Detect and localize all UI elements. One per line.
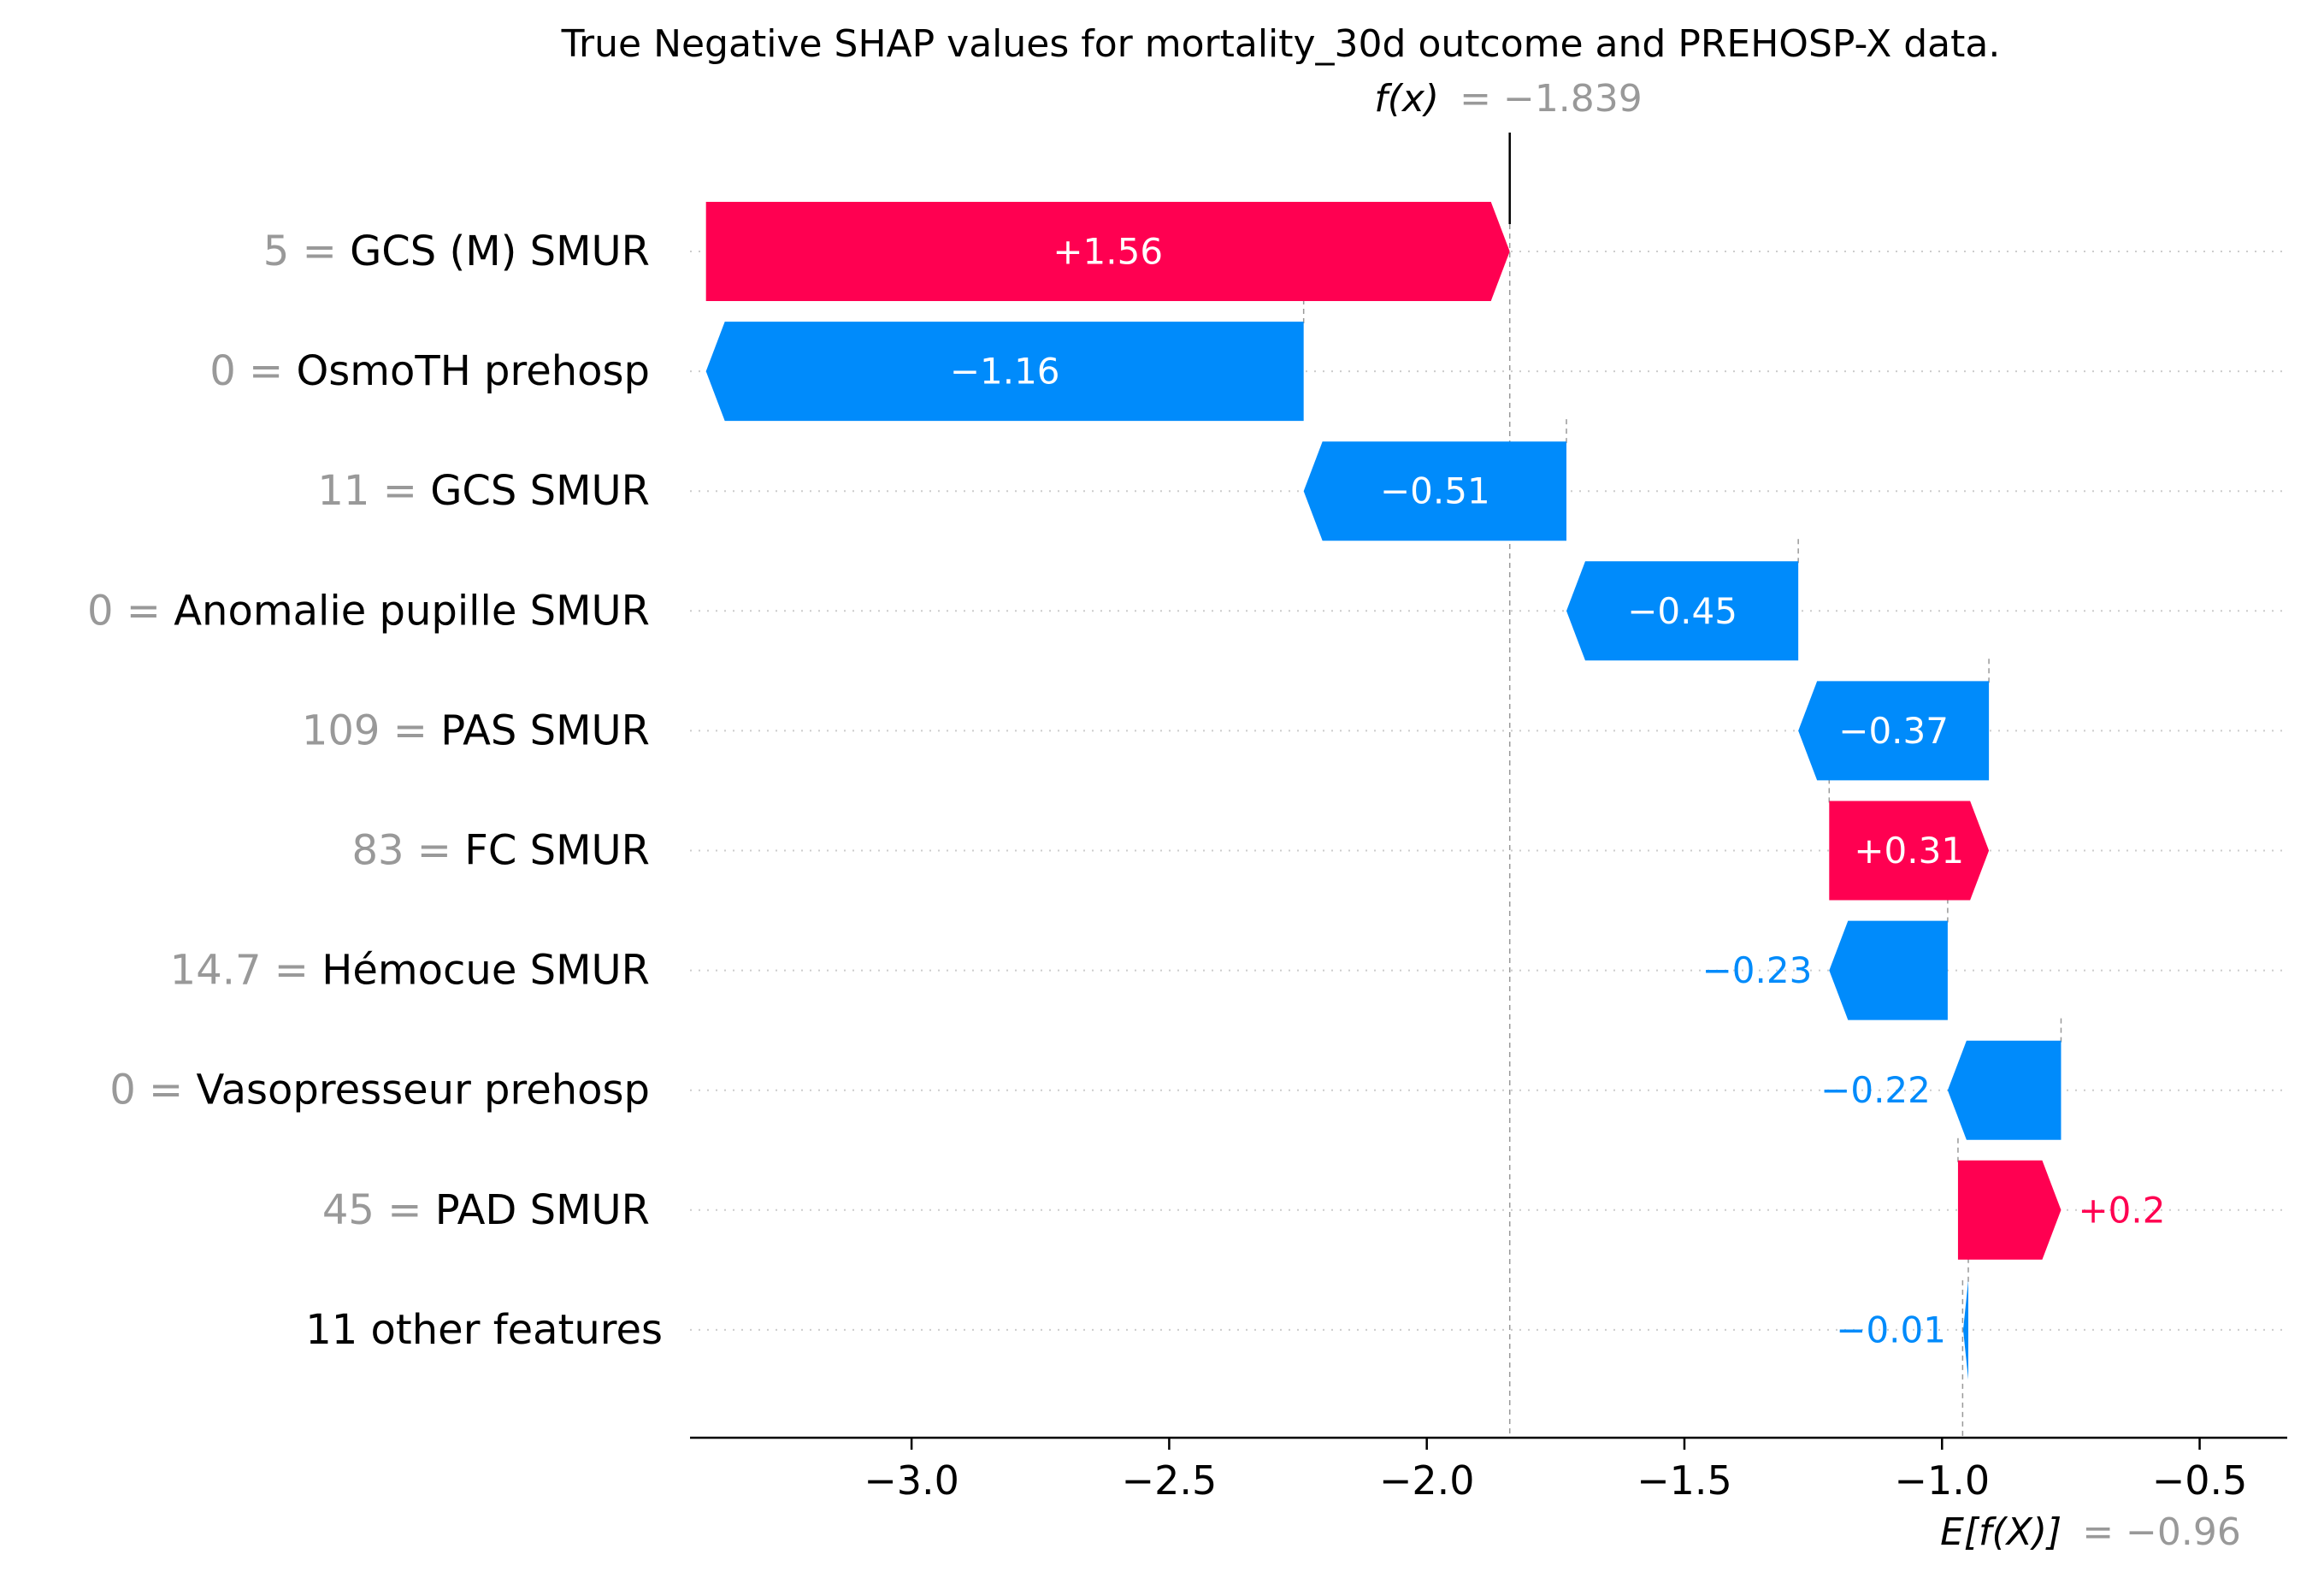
shap-value-label: −0.23 xyxy=(1702,949,1813,991)
x-tick-label: −3.0 xyxy=(864,1457,959,1504)
feature-name: GCS SMUR xyxy=(430,467,650,515)
feature-name: PAS SMUR xyxy=(440,706,650,754)
shap-value-label: −1.16 xyxy=(950,351,1060,393)
efx-annotation: E[f(X)] = −0.96 xyxy=(1940,1510,2241,1554)
feature-name: GCS (M) SMUR xyxy=(350,228,650,275)
feature-name: PAD SMUR xyxy=(435,1186,650,1234)
reference-lines xyxy=(1302,133,2062,1438)
feature-labels: 5 = GCS (M) SMUR 0 = OsmoTH prehosp 11 = G… xyxy=(87,228,663,1354)
feature-value: 0 = xyxy=(209,347,296,395)
feature-label: 109 = PAS SMUR xyxy=(302,706,650,754)
chart-title: True Negative SHAP values for mortality_… xyxy=(561,22,2001,66)
shap-value-label: −0.22 xyxy=(1820,1069,1931,1111)
shap-value-label: −0.37 xyxy=(1838,710,1949,752)
shap-value-label: +0.31 xyxy=(1854,830,1964,872)
shap-bar xyxy=(1829,920,1948,1020)
shap-value-label: +1.56 xyxy=(1053,231,1163,273)
shap-value-label: −0.51 xyxy=(1380,470,1490,512)
shap-bar xyxy=(705,202,1510,301)
shap-bar xyxy=(1957,1160,2062,1260)
x-tick-label: −2.0 xyxy=(1379,1457,1475,1504)
feature-name: 11 other features xyxy=(305,1306,663,1354)
feature-name: Anomalie pupille SMUR xyxy=(174,587,650,635)
feature-value: 14.7 = xyxy=(170,947,322,995)
efx-value: = −0.96 xyxy=(2082,1510,2241,1554)
feature-value: 11 = xyxy=(317,467,430,515)
fx-value: = −1.839 xyxy=(1460,77,1643,121)
feature-name: Vasopresseur prehosp xyxy=(197,1067,650,1114)
feature-name: Hémocue SMUR xyxy=(321,947,650,995)
x-tick-label: −0.5 xyxy=(2152,1457,2248,1504)
feature-value: 0 = xyxy=(109,1067,196,1114)
feature-value: 45 = xyxy=(322,1186,435,1234)
shap-bar xyxy=(1303,441,1566,541)
feature-value: 0 = xyxy=(87,587,174,635)
feature-label: 0 = OsmoTH prehosp xyxy=(209,347,650,395)
feature-label: 0 = Anomalie pupille SMUR xyxy=(87,587,650,635)
shap-value-label: −0.45 xyxy=(1627,590,1737,632)
feature-label: 45 = PAD SMUR xyxy=(322,1186,650,1234)
feature-label: 0 = Vasopresseur prehosp xyxy=(109,1067,650,1114)
fx-label: f(x) xyxy=(1374,77,1439,121)
shap-bar xyxy=(1798,681,1990,781)
x-tick-label: −2.5 xyxy=(1122,1457,1218,1504)
fx-annotation: f(x) = −1.839 xyxy=(1374,77,1643,121)
feature-label: 83 = FC SMUR xyxy=(351,827,650,875)
shap-bar xyxy=(1962,1279,1969,1380)
shap-bar xyxy=(1947,1040,2062,1140)
shap-value-label: −0.01 xyxy=(1836,1309,1946,1350)
feature-value: 109 = xyxy=(302,706,440,754)
x-tick-label: −1.0 xyxy=(1894,1457,1990,1504)
feature-name: FC SMUR xyxy=(464,827,650,875)
efx-label: E[f(X)] xyxy=(1940,1510,2062,1554)
shap-bar xyxy=(1829,801,1990,901)
x-axis: −3.0 −2.5 −2.0 −1.5 −1.0 −0.5 xyxy=(690,1436,2287,1504)
shap-bar xyxy=(1566,561,1799,661)
feature-value: 83 = xyxy=(351,827,464,875)
feature-name: OsmoTH prehosp xyxy=(296,347,650,395)
feature-label: 11 = GCS SMUR xyxy=(317,467,650,515)
feature-value: 5 = xyxy=(263,228,350,275)
feature-label: 5 = GCS (M) SMUR xyxy=(263,228,650,275)
x-tick-label: −1.5 xyxy=(1637,1457,1732,1504)
shap-value-label: +0.2 xyxy=(2078,1189,2165,1231)
feature-label: 11 other features xyxy=(305,1306,663,1354)
bars: +1.56 −1.16 −0.51 −0.45 −0.37 +0.31 −0.23 −0.22… xyxy=(705,202,2165,1380)
feature-label: 14.7 = Hémocue SMUR xyxy=(170,947,650,995)
shap-bar xyxy=(705,322,1304,422)
